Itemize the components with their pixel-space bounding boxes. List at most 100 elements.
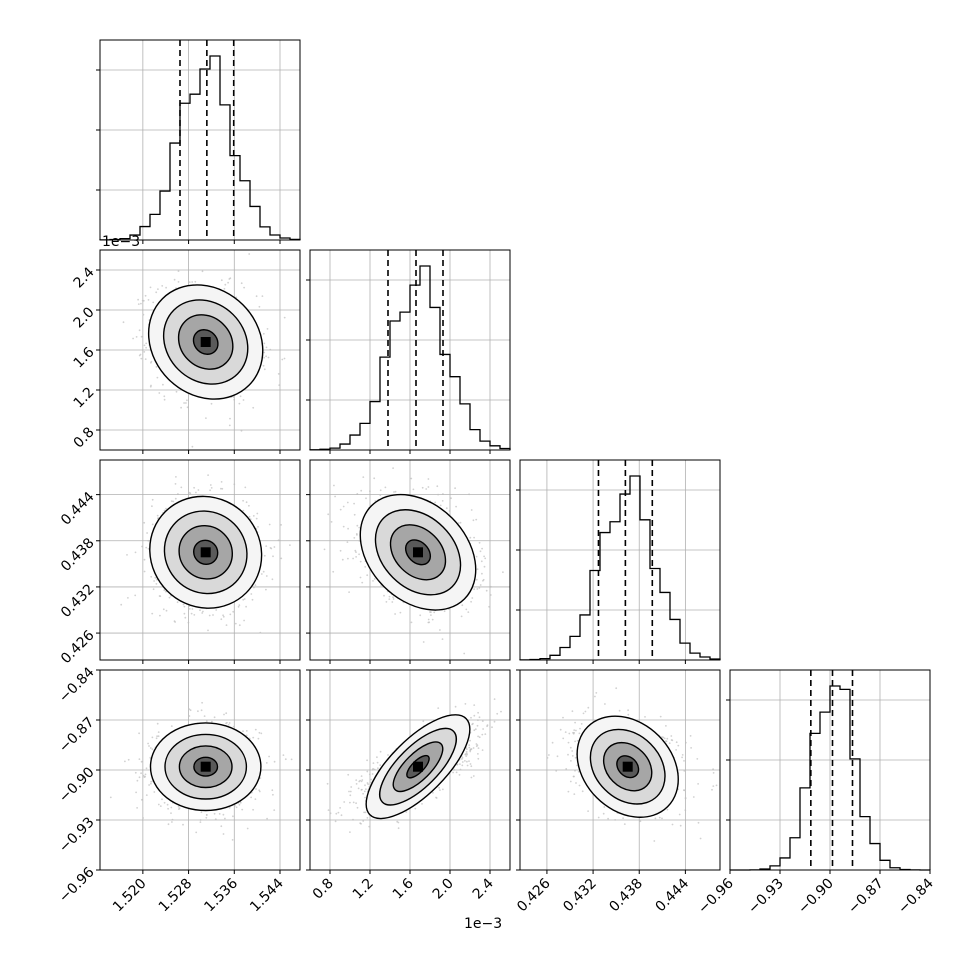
scatter-point [158,392,161,394]
scatter-point [483,565,486,568]
scatter-point [150,361,152,364]
scatter-point [410,621,413,624]
scatter-point [218,813,221,815]
scatter-point [221,487,224,490]
scatter-point [289,544,291,546]
scatter-point [234,622,237,625]
scatter-point [143,570,146,573]
scatter-point [134,771,137,774]
scatter-point [268,523,271,526]
scatter-point [365,497,367,500]
scatter-point [280,524,282,526]
scatter-point [163,395,166,398]
scatter-point [188,281,191,283]
y-tick-label: 0.432 [58,581,98,621]
scatter-point [144,773,147,776]
scatter-point [342,525,345,528]
panel-frame [99,249,301,451]
scatter-point [242,598,245,601]
scatter-point [334,495,336,498]
scatter-point [142,313,145,316]
scatter-point [439,629,441,631]
scatter-point [427,486,430,488]
scatter-point [168,596,171,599]
scatter-point [170,725,173,727]
scatter-point [170,812,172,814]
scatter-point [240,429,243,432]
scatter-point [161,285,164,287]
scatter-point [385,601,388,603]
scatter-point [469,536,472,539]
scatter-point [212,614,214,616]
scatter-point [155,737,158,740]
y-tick-label: 2.4 [71,264,98,291]
scatter-point [273,760,276,763]
scatter-point [471,597,474,599]
scatter-point [200,709,203,712]
scatter-point [222,615,225,618]
scatter-point [330,521,333,523]
scatter-point [156,722,159,725]
scatter-point [242,730,244,733]
panel-3-1: 0.8 1.2 1.6 2.0 2.4 [306,669,511,903]
scatter-point [442,788,444,791]
scatter-point [223,713,225,716]
scatter-point [214,818,217,820]
scatter-point [205,816,208,819]
scatter-point [207,474,210,476]
scatter-point [434,501,437,504]
scatter-point [170,806,173,809]
scatter-point [443,610,446,613]
scatter-point [394,490,397,493]
scatter-point [242,399,245,401]
scatter-point [265,762,268,764]
scatter-point [272,555,274,558]
scatter-point [436,485,439,488]
scatter-point [259,631,262,634]
scatter-point [475,518,478,521]
scatter-point [122,321,125,324]
scatter-point [227,724,230,726]
scatter-point [147,539,150,542]
scatter-point [193,486,196,489]
scatter-point [228,424,231,427]
scatter-point [410,477,413,480]
scatter-point [151,505,153,508]
scatter-point [203,715,206,717]
scatter-point [284,758,287,761]
scatter-point [255,295,258,298]
scatter-point [347,773,350,776]
scatter-point [238,402,241,405]
scatter-point [148,745,150,747]
scatter-point [467,611,470,613]
scatter-point [473,588,476,591]
scatter-point [254,584,257,586]
scatter-point [473,714,476,717]
scatter-point [334,820,337,823]
scatter-point [379,489,382,492]
scatter-point [220,618,223,621]
scatter-point [272,793,274,796]
scatter-point [266,328,269,330]
scatter-point [142,817,145,819]
scatter-point [360,489,363,492]
scatter-point [231,839,234,841]
scatter-point [392,467,394,469]
scatter-point [147,299,150,301]
scatter-point [475,555,478,558]
scatter-point [174,483,177,485]
scatter-point [238,624,241,627]
scatter-point [439,504,442,507]
scatter-point [132,337,135,340]
scatter-point [240,282,243,285]
scatter-point [379,494,382,497]
density-peak [200,547,211,558]
scatter-point [143,344,146,347]
scatter-point [483,555,485,558]
scatter-point [392,598,395,600]
scatter-point [248,253,251,255]
scatter-point [490,585,492,588]
scatter-point [368,773,371,776]
scatter-point [388,595,391,598]
scatter-point [388,598,391,600]
